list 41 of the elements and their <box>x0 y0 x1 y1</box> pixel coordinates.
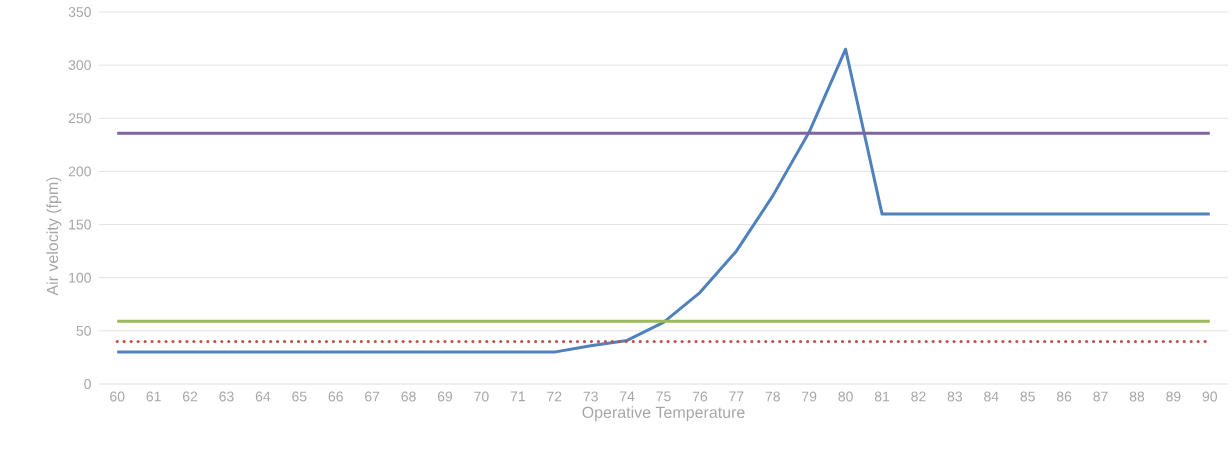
x-tick-label: 63 <box>219 391 234 402</box>
y-tick-label: 200 <box>68 166 91 177</box>
x-tick-label: 88 <box>1129 391 1145 402</box>
x-tick-label: 67 <box>365 391 380 402</box>
x-tick-label: 87 <box>1093 391 1108 402</box>
x-tick-label: 89 <box>1166 391 1181 402</box>
y-tick-label: 150 <box>69 219 91 230</box>
x-tick-label: 66 <box>328 391 343 402</box>
x-tick-label: 68 <box>401 391 416 402</box>
x-tick-label: 76 <box>692 391 708 402</box>
x-tick-label: 90 <box>1202 391 1218 402</box>
x-tick-label: 64 <box>255 391 271 402</box>
x-tick-label: 65 <box>292 391 307 402</box>
y-tick-label: 100 <box>69 272 91 283</box>
y-axis-title: Air velocity (fpm) <box>46 177 62 296</box>
x-tick-label: 70 <box>474 391 489 402</box>
y-tick-label: 0 <box>84 379 91 389</box>
x-tick-label: 82 <box>911 391 926 402</box>
x-tick-label: 73 <box>583 391 598 402</box>
x-tick-label: 81 <box>874 391 890 402</box>
x-tick-label: 75 <box>656 391 671 402</box>
x-tick-label: 83 <box>947 391 963 402</box>
x-tick-label: 78 <box>765 391 780 402</box>
x-axis-title: Operative Temperature <box>582 406 745 422</box>
y-tick-label: 250 <box>68 113 91 124</box>
x-tick-label: 86 <box>1056 391 1072 402</box>
x-tick-label: 74 <box>620 391 635 402</box>
x-tick-label: 77 <box>729 391 744 402</box>
y-tick-label: 350 <box>68 7 91 17</box>
x-tick-label: 69 <box>437 391 453 402</box>
x-tick-label: 60 <box>110 391 125 402</box>
x-tick-label: 71 <box>510 391 525 402</box>
y-tick-label: 300 <box>68 60 91 71</box>
x-tick-label: 62 <box>182 391 198 402</box>
x-tick-label: 85 <box>1020 391 1035 402</box>
x-tick-label: 80 <box>838 391 853 402</box>
x-tick-label: 79 <box>802 391 817 402</box>
x-tick-label: 84 <box>984 391 999 402</box>
x-tick-label: 61 <box>146 391 161 402</box>
x-tick-label: 72 <box>547 391 562 402</box>
y-tick-label: 50 <box>76 325 91 336</box>
